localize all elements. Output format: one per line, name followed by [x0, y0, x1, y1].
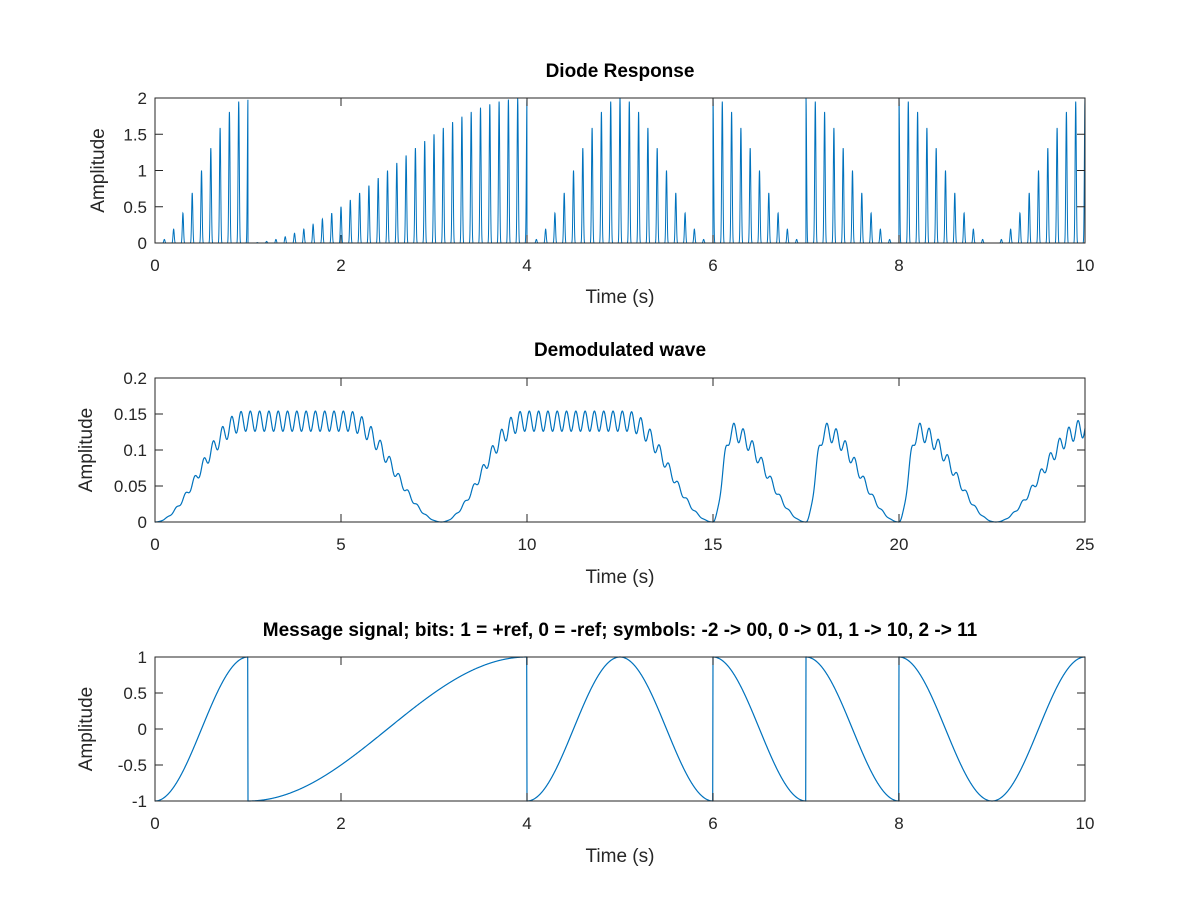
- x-tick-label: 10: [518, 535, 537, 554]
- y-tick-label: 1.5: [123, 125, 147, 144]
- x-tick-label: 10: [1076, 256, 1095, 275]
- y-tick-label: 1: [138, 162, 147, 181]
- series-demodulated-wave: [155, 410, 1086, 523]
- x-tick-label: 0: [150, 256, 159, 275]
- x-tick-label: 10: [1076, 814, 1095, 833]
- y-axis: -1 -0.5 0 0.5 1: [118, 648, 1085, 811]
- x-tick-label: 15: [704, 535, 723, 554]
- y-tick-label: 0: [138, 234, 147, 253]
- y-tick-label: 0.5: [123, 684, 147, 703]
- y-tick-label: 1: [138, 648, 147, 667]
- chart-title: Diode Response: [546, 61, 695, 82]
- x-tick-label: 8: [894, 814, 903, 833]
- y-axis: 0 0.05 0.1 0.15 0.2: [114, 369, 1085, 532]
- y-tick-label: 0.15: [114, 405, 147, 424]
- x-axis: 0 5 10 15 20 25: [150, 378, 1094, 554]
- y-tick-label: 2: [138, 89, 147, 108]
- demodulated-wave-line: [155, 410, 1086, 523]
- chart-title: Message signal; bits: 1 = +ref, 0 = -ref…: [263, 620, 978, 641]
- y-tick-label: 0: [138, 720, 147, 739]
- y-axis: 0 0.5 1 1.5 2: [123, 89, 1085, 253]
- y-tick-label: -0.5: [118, 756, 147, 775]
- message-signal-plot: Message signal; bits: 1 = +ref, 0 = -ref…: [76, 620, 1094, 867]
- x-tick-label: 4: [522, 256, 531, 275]
- x-tick-label: 2: [336, 256, 345, 275]
- x-axis: 0 2 4 6 8 10: [150, 98, 1094, 275]
- y-axis-label: Amplitude: [88, 128, 109, 213]
- x-axis-label: Time (s): [586, 846, 655, 867]
- chart-title: Demodulated wave: [534, 340, 706, 361]
- y-tick-label: 0.1: [123, 441, 147, 460]
- x-tick-label: 20: [890, 535, 909, 554]
- y-axis-label: Amplitude: [76, 687, 97, 772]
- x-axis: 0 2 4 6 8 10: [150, 657, 1094, 833]
- x-tick-label: 6: [708, 256, 717, 275]
- x-axis-label: Time (s): [586, 567, 655, 588]
- y-tick-label: 0.2: [123, 369, 147, 388]
- x-tick-label: 6: [708, 814, 717, 833]
- x-tick-label: 0: [150, 814, 159, 833]
- x-axis-label: Time (s): [586, 287, 655, 308]
- x-tick-label: 2: [336, 814, 345, 833]
- y-tick-label: 0.05: [114, 477, 147, 496]
- demodulated-wave-plot: Demodulated wave 0 5 10 15 20 25 0 0.05 0.1 0.15…: [76, 340, 1094, 588]
- y-tick-label: 0.5: [123, 198, 147, 217]
- x-tick-label: 0: [150, 535, 159, 554]
- x-tick-label: 8: [894, 256, 903, 275]
- x-tick-label: 5: [336, 535, 345, 554]
- y-tick-label: -1: [132, 792, 147, 811]
- y-tick-label: 0: [138, 513, 147, 532]
- x-tick-label: 4: [522, 814, 531, 833]
- diode-response-plot: Diode Response 0 2 4 6 8 10 0 0.5 1 1.5 2 Time (s…: [88, 61, 1094, 308]
- x-tick-label: 25: [1076, 535, 1095, 554]
- y-axis-label: Amplitude: [76, 408, 97, 493]
